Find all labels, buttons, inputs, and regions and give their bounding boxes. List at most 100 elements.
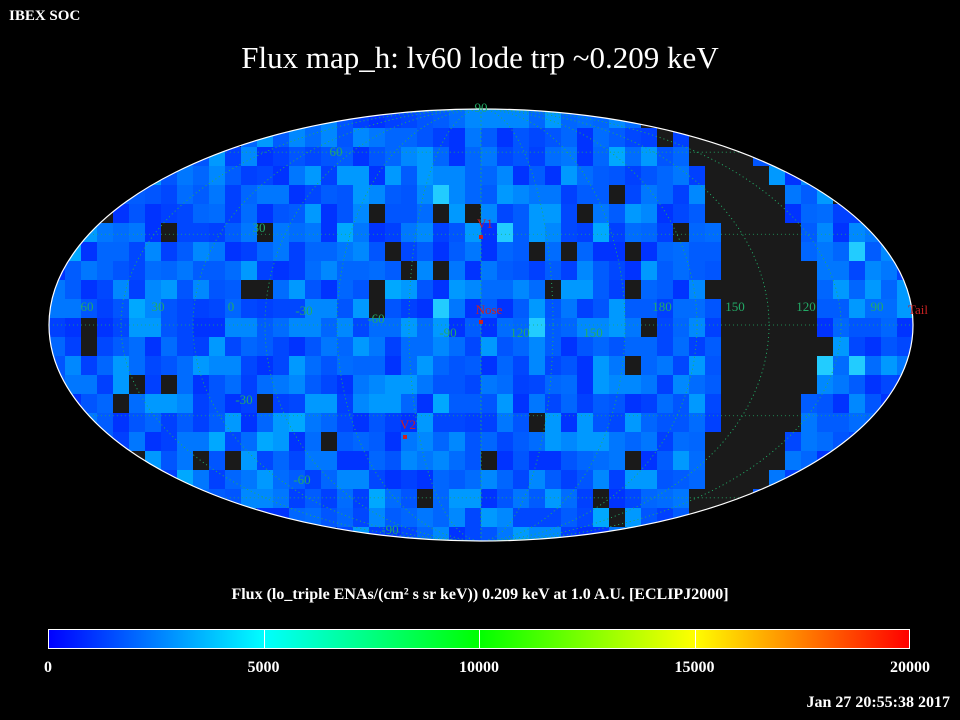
flux-pixel — [113, 280, 130, 300]
flux-pixel — [785, 451, 802, 471]
flux-pixel — [225, 299, 242, 319]
flux-pixel — [433, 527, 450, 541]
flux-pixel — [289, 394, 306, 414]
flux-pixel — [257, 299, 274, 319]
flux-pixel — [353, 128, 370, 148]
flux-pixel — [513, 451, 530, 471]
flux-pixel — [353, 527, 370, 541]
flux-pixel — [753, 242, 770, 262]
flux-pixel — [865, 280, 882, 300]
flux-pixel — [209, 166, 226, 186]
flux-pixel — [465, 356, 482, 376]
flux-pixel — [321, 299, 338, 319]
flux-pixel — [641, 166, 658, 186]
flux-pixel — [689, 489, 706, 509]
longitude-label: -60 — [367, 311, 384, 326]
flux-pixel — [465, 280, 482, 300]
flux-pixel — [737, 261, 754, 281]
flux-pixel — [353, 166, 370, 186]
flux-pixel — [417, 413, 434, 433]
flux-pixel — [737, 242, 754, 262]
flux-pixel — [417, 356, 434, 376]
flux-pixel — [737, 280, 754, 300]
flux-pixel — [593, 261, 610, 281]
flux-pixel — [785, 394, 802, 414]
flux-pixel — [209, 280, 226, 300]
colorbar-tick-label: 10000 — [459, 659, 499, 676]
flux-pixel — [577, 356, 594, 376]
flux-pixel — [465, 128, 482, 148]
flux-pixel — [481, 242, 498, 262]
flux-pixel — [337, 413, 354, 433]
flux-pixel — [801, 261, 818, 281]
flux-pixel — [753, 451, 770, 471]
flux-pixel — [481, 432, 498, 452]
marker-dot — [403, 435, 407, 439]
flux-pixel — [433, 109, 450, 129]
flux-pixel — [577, 489, 594, 509]
flux-pixel — [497, 394, 514, 414]
flux-pixel — [81, 299, 98, 319]
flux-pixel — [625, 185, 642, 205]
flux-pixel — [353, 147, 370, 167]
flux-pixel — [833, 337, 850, 357]
flux-pixel — [705, 470, 722, 490]
flux-pixel — [241, 356, 258, 376]
flux-pixel — [817, 451, 834, 471]
flux-pixel — [833, 242, 850, 262]
flux-pixel — [513, 394, 530, 414]
flux-pixel — [449, 356, 466, 376]
flux-pixel — [193, 318, 210, 338]
flux-pixel — [465, 375, 482, 395]
flux-pixel — [721, 413, 738, 433]
flux-pixel — [529, 128, 546, 148]
flux-pixel — [417, 147, 434, 167]
flux-pixel — [753, 166, 770, 186]
flux-pixel — [401, 147, 418, 167]
flux-pixel — [337, 318, 354, 338]
flux-pixel — [673, 261, 690, 281]
flux-pixel — [593, 432, 610, 452]
flux-pixel — [513, 261, 530, 281]
flux-pixel — [561, 280, 578, 300]
flux-pixel — [689, 432, 706, 452]
flux-pixel — [609, 489, 626, 509]
flux-pixel — [241, 413, 258, 433]
flux-pixel — [513, 299, 530, 319]
flux-pixel — [545, 109, 562, 129]
flux-pixel — [257, 280, 274, 300]
flux-pixel — [561, 356, 578, 376]
flux-pixel — [625, 109, 642, 129]
flux-pixel — [865, 394, 882, 414]
flux-pixel — [881, 261, 898, 281]
flux-pixel — [625, 223, 642, 243]
flux-pixel — [289, 375, 306, 395]
flux-pixel — [673, 166, 690, 186]
flux-pixel — [497, 318, 514, 338]
flux-pixel — [161, 356, 178, 376]
flux-pixel — [657, 375, 674, 395]
flux-pixel — [225, 185, 242, 205]
flux-pixel — [817, 375, 834, 395]
flux-pixel — [705, 356, 722, 376]
flux-pixel — [81, 261, 98, 281]
flux-pixel — [833, 318, 850, 338]
flux-pixel — [705, 242, 722, 262]
flux-pixel — [705, 375, 722, 395]
flux-pixel — [753, 204, 770, 224]
flux-pixel — [657, 261, 674, 281]
flux-pixel — [225, 356, 242, 376]
flux-pixel — [81, 375, 98, 395]
flux-pixel — [193, 470, 210, 490]
flux-pixel — [737, 204, 754, 224]
flux-pixel — [513, 356, 530, 376]
flux-pixel — [481, 166, 498, 186]
flux-pixel — [481, 299, 498, 319]
flux-pixel — [257, 413, 274, 433]
flux-pixel — [225, 204, 242, 224]
flux-pixel — [705, 280, 722, 300]
flux-pixel — [369, 451, 386, 471]
flux-pixel — [609, 299, 626, 319]
flux-pixel — [289, 147, 306, 167]
flux-pixel — [673, 451, 690, 471]
